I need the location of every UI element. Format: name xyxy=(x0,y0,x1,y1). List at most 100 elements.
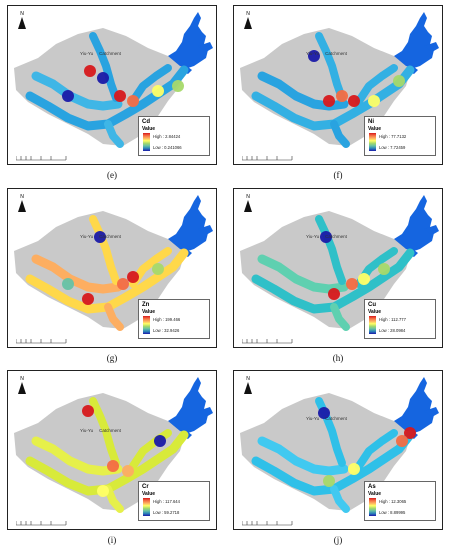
legend-low: Low : 7.72459 xyxy=(379,145,406,150)
north-label: N xyxy=(246,194,250,200)
concentration-hotspots xyxy=(318,407,416,487)
north-label: N xyxy=(20,376,24,382)
legend: Ni Value High : 77.7132 Low : 7.72459 xyxy=(364,116,436,156)
legend-color-ramp xyxy=(143,133,150,151)
panel-caption-e: (e) xyxy=(107,170,117,180)
legend: Zn Value High : 199.466 Low : 32.9426 xyxy=(138,299,210,339)
river-north xyxy=(89,215,120,285)
river-east xyxy=(355,429,398,470)
map-panel-h: N Yiu-Yu Catchment Cu Value High : 112.77… xyxy=(233,188,443,348)
river-east xyxy=(129,64,172,105)
north-label: N xyxy=(20,11,24,17)
legend: Cr Value High : 117.644 Low : 59.2718 xyxy=(138,481,210,521)
legend-high: High : 2.84424 xyxy=(153,134,181,139)
north-label: N xyxy=(246,11,250,17)
legend-low: Low : 0.241066 xyxy=(153,145,182,150)
river-south xyxy=(330,303,350,331)
legend-metal: As xyxy=(368,484,376,490)
river-south xyxy=(104,120,124,148)
legend-metal: Cd xyxy=(142,119,150,125)
concentration-hotspots xyxy=(82,405,166,497)
north-arrow-icon: N xyxy=(241,194,255,212)
river-upper xyxy=(31,436,123,476)
panel-caption-g: (g) xyxy=(106,353,118,363)
legend-color-ramp xyxy=(143,316,150,334)
map-panel-g: N Yiu-Yu Catchment Zn Value High : 199.46… xyxy=(7,188,217,348)
legend-value-label: Value xyxy=(142,126,156,132)
legend: Cu Value High : 112.777 Low : 28.0984 xyxy=(364,299,436,339)
panel-caption-i: (i) xyxy=(107,535,117,545)
scale-bar xyxy=(242,156,293,161)
north-label: N xyxy=(20,194,24,200)
scale-bar xyxy=(242,521,293,526)
concentration-hotspots xyxy=(320,231,390,300)
river-main xyxy=(251,65,415,131)
legend-high: High : 112.777 xyxy=(379,317,406,322)
legend-metal: Ni xyxy=(368,119,374,125)
concentration-hotspots xyxy=(62,65,184,107)
north-arrow-icon: N xyxy=(241,376,255,394)
river-south xyxy=(330,485,350,513)
legend: Cd Value High : 2.84424 Low : 0.241066 xyxy=(138,116,210,156)
north-arrow-icon: N xyxy=(15,376,29,394)
legend-high: High : 77.7132 xyxy=(379,134,407,139)
legend-value-label: Value xyxy=(142,309,156,315)
catchment-label: Yiu-Yu Catchment xyxy=(80,428,121,433)
catchment-label: Yiu-Yu Catchment xyxy=(80,234,121,239)
river-south xyxy=(104,485,124,513)
river-main xyxy=(25,430,189,496)
legend-color-ramp xyxy=(369,133,376,151)
river-main xyxy=(251,248,415,314)
river-north xyxy=(315,215,346,285)
legend-value-label: Value xyxy=(368,309,382,315)
panel-caption-j: (j) xyxy=(333,535,343,545)
river-south xyxy=(104,303,124,331)
river-upper xyxy=(31,71,123,111)
map-canvas xyxy=(14,12,213,148)
north-arrow-icon: N xyxy=(241,11,255,29)
panel-caption-f: (f) xyxy=(333,170,343,180)
legend-high: High : 12.3065 xyxy=(379,499,407,504)
river-main xyxy=(25,65,189,131)
legend-metal: Cu xyxy=(368,302,376,308)
legend-low: Low : 32.9426 xyxy=(153,328,180,333)
concentration-hotspots xyxy=(62,231,164,305)
river-north xyxy=(315,32,346,102)
legend-metal: Cr xyxy=(142,484,149,490)
north-arrow-icon: N xyxy=(15,194,29,212)
legend-metal: Zn xyxy=(142,302,150,308)
scale-bar xyxy=(16,339,67,344)
catchment-label: Yiu-Yu Catchment xyxy=(306,51,347,56)
river-upper xyxy=(257,436,349,476)
legend-value-label: Value xyxy=(368,491,382,497)
legend-color-ramp xyxy=(143,498,150,516)
legend-color-ramp xyxy=(369,316,376,334)
river-east xyxy=(355,64,398,105)
legend-low: Low : 59.2718 xyxy=(153,510,180,515)
river-north xyxy=(89,397,120,467)
river-upper xyxy=(31,254,123,294)
scale-bar xyxy=(16,156,67,161)
scale-bar xyxy=(242,339,293,344)
map-panel-i: N Yiu-Yu Catchment Cr Value High : 117.64… xyxy=(7,370,217,530)
concentration-hotspots xyxy=(308,50,405,107)
legend-high: High : 117.644 xyxy=(153,499,180,504)
river-south xyxy=(330,120,350,148)
map-panel-f: N Yiu-Yu Catchment Ni Value High : 77.713… xyxy=(233,5,443,165)
catchment-label: Yiu-Yu Catchment xyxy=(306,234,347,239)
river-north xyxy=(89,32,120,102)
legend-low: Low : 8.89995 xyxy=(379,510,406,515)
river-main xyxy=(25,248,189,314)
map-panel-j: N Yiu-Yu Catchment As Value High : 12.306… xyxy=(233,370,443,530)
catchment-label: Yiu-Yu Catchment xyxy=(306,416,347,421)
north-arrow-icon: N xyxy=(15,11,29,29)
legend-color-ramp xyxy=(369,498,376,516)
scale-bar xyxy=(16,521,67,526)
map-panel-e: N Yiu-Yu Catchment Cd Value High : 2.8442… xyxy=(7,5,217,165)
legend-high: High : 199.466 xyxy=(153,317,181,322)
river-main xyxy=(251,430,415,496)
catchment-label: Yiu-Yu Catchment xyxy=(80,51,121,56)
legend-low: Low : 28.0984 xyxy=(379,328,406,333)
legend-value-label: Value xyxy=(142,491,156,497)
panel-caption-h: (h) xyxy=(332,353,344,363)
